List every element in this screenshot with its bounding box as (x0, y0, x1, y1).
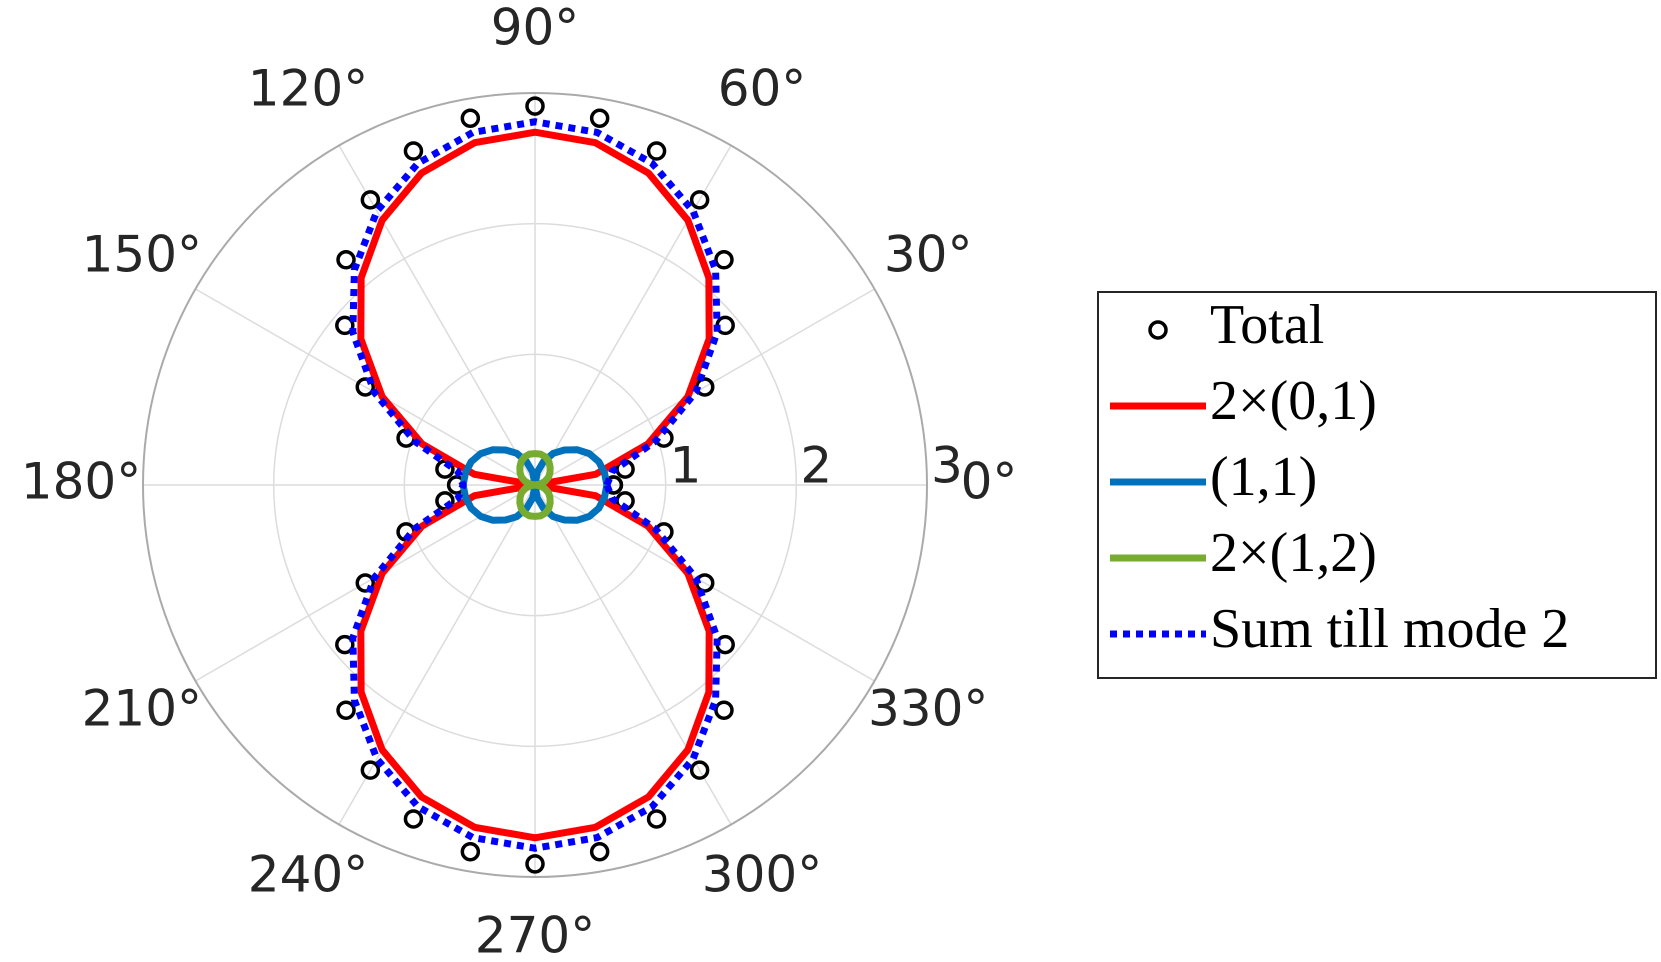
r-tick-label: 3 (931, 437, 963, 495)
theta-tick-label: 30° (884, 226, 973, 284)
legend-label: Sum till mode 2 (1210, 598, 1569, 660)
grid-spoke (338, 484, 536, 825)
data-point (589, 108, 610, 129)
legend-label: 2×(1,2) (1210, 522, 1377, 584)
data-point (714, 250, 734, 270)
theta-tick-label: 120° (248, 59, 368, 117)
data-point (336, 250, 356, 270)
data-point (460, 841, 481, 862)
theta-tick-label: 300° (702, 846, 822, 904)
theta-tick-label: 0° (961, 453, 1018, 511)
legend-label: (1,1) (1210, 446, 1317, 508)
grid-spoke (534, 145, 732, 486)
legend: Total 2×(0,1) (1,1) 2×(1,2) Sum till mode 2 (1097, 291, 1657, 679)
data-point (689, 760, 710, 780)
legend-marker (1148, 320, 1168, 340)
legend-label: 2×(0,1) (1210, 370, 1377, 432)
data-point (335, 315, 355, 336)
r-tick-label: 1 (670, 437, 702, 495)
grid-spoke (338, 145, 536, 486)
r-tick-label: 2 (800, 437, 832, 495)
theta-tick-label: 270° (475, 907, 595, 962)
data-point (360, 190, 381, 210)
data-point (460, 108, 481, 129)
data-point (403, 141, 424, 161)
series-line (516, 450, 554, 520)
data-point (355, 573, 376, 593)
data-point (589, 841, 610, 862)
data-point (336, 700, 356, 720)
data-point (714, 700, 734, 720)
theta-tick-label: 210° (82, 680, 202, 738)
data-point (525, 854, 545, 874)
data-point (403, 809, 424, 829)
data-point (355, 377, 376, 397)
theta-tick-label: 240° (248, 846, 368, 904)
data-point (646, 809, 667, 829)
theta-tick-label: 150° (82, 226, 202, 284)
data-point (335, 634, 355, 655)
series-line (349, 118, 721, 852)
theta-tick-label: 90° (491, 0, 580, 57)
grid-spoke (534, 484, 732, 825)
grid-ring (403, 353, 667, 617)
theta-tick-label: 60° (718, 59, 807, 117)
theta-tick-label: 180° (21, 453, 141, 511)
legend-label: Total (1210, 294, 1324, 356)
data-point (525, 96, 545, 116)
data-point (646, 141, 667, 161)
grid-ring (142, 92, 928, 878)
data-point (360, 760, 381, 780)
grid-ring (272, 222, 798, 748)
data-point (689, 190, 710, 210)
theta-tick-label: 330° (868, 680, 988, 738)
